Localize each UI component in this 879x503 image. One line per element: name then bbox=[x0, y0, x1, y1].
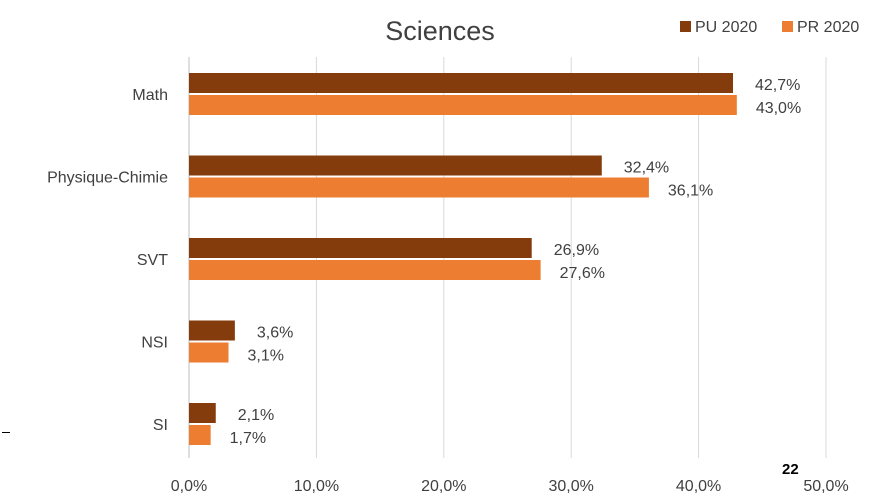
data-label: 1,7% bbox=[230, 430, 266, 447]
bar bbox=[189, 342, 229, 363]
legend-label: PU 2020 bbox=[695, 19, 757, 36]
category-labels: Math Physique-Chimie SVT NSI SI bbox=[47, 87, 168, 434]
chart-title: Sciences bbox=[385, 16, 495, 46]
x-tick-labels: 0,0% 10,0% 20,0% 30,0% 40,0% 50,0% bbox=[171, 478, 849, 495]
legend: PU 2020 PR 2020 bbox=[680, 19, 859, 36]
data-label: 32,4% bbox=[624, 160, 669, 177]
category-label: Math bbox=[132, 87, 168, 104]
x-tick-label: 50,0% bbox=[803, 478, 848, 495]
x-tick-label: 10,0% bbox=[294, 478, 339, 495]
category-label: SVT bbox=[137, 252, 168, 269]
bar bbox=[189, 177, 649, 198]
legend-label: PR 2020 bbox=[797, 19, 859, 36]
data-labels: 42,7% 43,0% 32,4% 36,1% 26,9% 27,6% 3,6% 3,1% 2,… bbox=[230, 77, 802, 447]
x-tick-label: 0,0% bbox=[171, 478, 207, 495]
bar bbox=[189, 238, 532, 258]
legend-swatch bbox=[680, 21, 691, 32]
bar bbox=[189, 260, 541, 280]
data-label: 42,7% bbox=[755, 77, 800, 94]
x-tick-label: 30,0% bbox=[549, 478, 594, 495]
category-label: SI bbox=[153, 417, 168, 434]
margin-mark bbox=[2, 432, 10, 433]
data-label: 27,6% bbox=[560, 265, 605, 282]
x-tick-label: 20,0% bbox=[421, 478, 466, 495]
data-label: 36,1% bbox=[668, 183, 713, 200]
category-label: NSI bbox=[141, 335, 168, 352]
bar bbox=[189, 403, 216, 423]
data-label: 3,1% bbox=[247, 348, 283, 365]
data-label: 26,9% bbox=[554, 242, 599, 259]
bar bbox=[189, 155, 602, 176]
category-label: Physique-Chimie bbox=[47, 170, 168, 187]
legend-swatch bbox=[782, 21, 793, 32]
x-tick-label: 40,0% bbox=[676, 478, 721, 495]
data-label: 43,0% bbox=[756, 100, 801, 117]
data-label: 3,6% bbox=[257, 325, 293, 342]
bar bbox=[189, 95, 737, 115]
bars bbox=[189, 73, 737, 445]
bar bbox=[189, 320, 235, 341]
bar bbox=[189, 425, 211, 445]
bar bbox=[189, 73, 733, 93]
page-number: 22 bbox=[782, 461, 799, 478]
data-label: 2,1% bbox=[238, 407, 274, 424]
